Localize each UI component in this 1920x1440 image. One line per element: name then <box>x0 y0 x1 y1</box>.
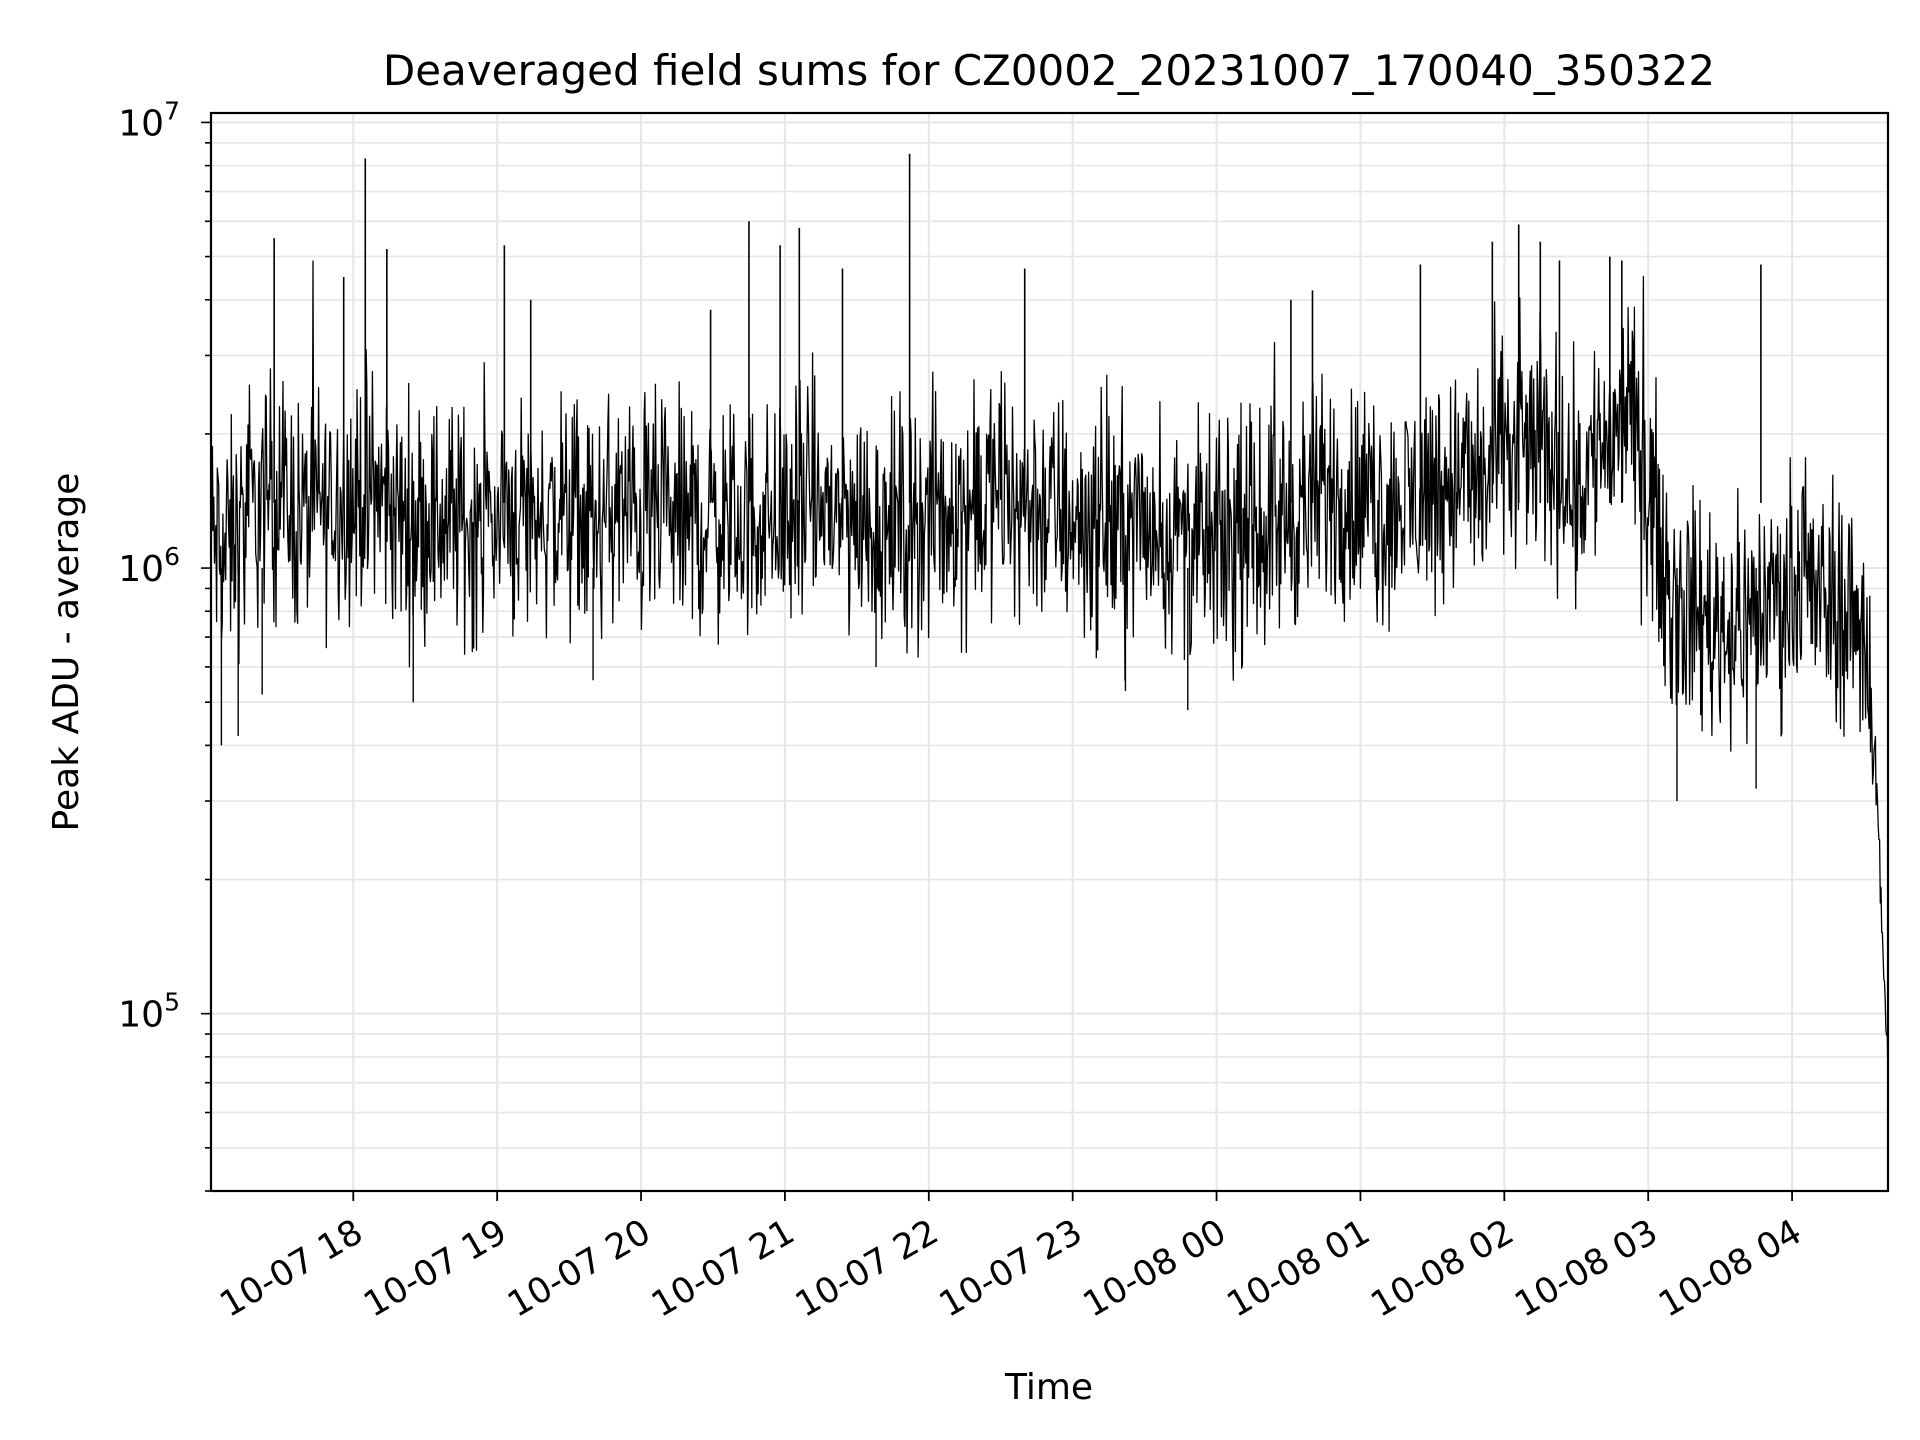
x-tick-label: 10-07 22 <box>789 1212 945 1325</box>
x-tick-label: 10-08 01 <box>1221 1212 1377 1325</box>
plot-area <box>210 153 1889 1082</box>
y-tick-label: 105 <box>118 988 180 1036</box>
y-axis-label: Peak ADU - average <box>46 473 87 832</box>
chart-title: Deaveraged field sums for CZ0002_2023100… <box>383 46 1715 95</box>
x-tick-label: 10-08 02 <box>1365 1212 1521 1325</box>
y-tick-label: 107 <box>118 96 180 144</box>
x-tick-label: 10-08 00 <box>1077 1212 1233 1325</box>
x-tick-label: 10-08 04 <box>1652 1212 1808 1325</box>
x-tick-label: 10-08 03 <box>1508 1212 1664 1325</box>
x-tick-label: 10-07 19 <box>357 1212 513 1325</box>
x-tick-label: 10-07 18 <box>213 1212 369 1325</box>
x-axis-label: Time <box>1004 1367 1093 1408</box>
axes-frame <box>209 111 1890 1193</box>
x-tick-label: 10-07 21 <box>645 1212 801 1325</box>
x-tick-label: 10-07 20 <box>501 1212 657 1325</box>
grid <box>211 113 1888 1192</box>
x-tick-label: 10-07 23 <box>933 1212 1089 1325</box>
series-line <box>210 260 1889 1082</box>
y-tick-label: 106 <box>118 542 180 590</box>
y-axis: 105 106 107 <box>118 96 211 1192</box>
